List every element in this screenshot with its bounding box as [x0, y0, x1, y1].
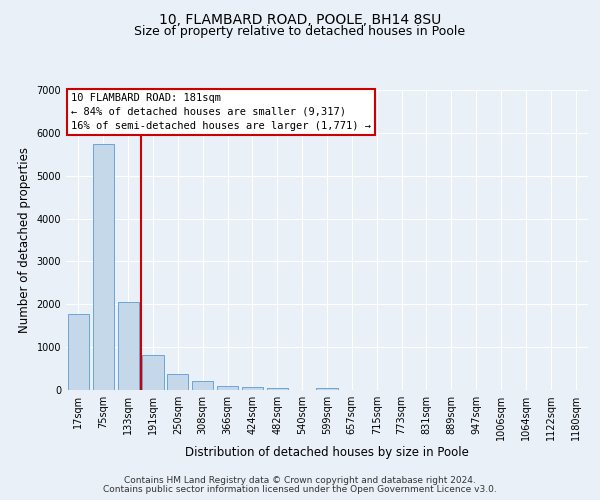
- Bar: [142, 355, 164, 390]
- Bar: [68, 314, 89, 390]
- Text: Contains HM Land Registry data © Crown copyright and database right 2024.: Contains HM Land Registry data © Crown c…: [124, 476, 476, 485]
- Bar: [267, 388, 288, 390]
- Y-axis label: Number of detached properties: Number of detached properties: [18, 147, 31, 333]
- Bar: [217, 386, 238, 390]
- Bar: [93, 144, 114, 390]
- Text: Size of property relative to detached houses in Poole: Size of property relative to detached ho…: [134, 25, 466, 38]
- Bar: [118, 302, 139, 390]
- Bar: [167, 374, 188, 390]
- Bar: [242, 387, 263, 390]
- Text: 10 FLAMBARD ROAD: 181sqm
← 84% of detached houses are smaller (9,317)
16% of sem: 10 FLAMBARD ROAD: 181sqm ← 84% of detach…: [71, 93, 371, 131]
- Text: 10, FLAMBARD ROAD, POOLE, BH14 8SU: 10, FLAMBARD ROAD, POOLE, BH14 8SU: [159, 12, 441, 26]
- X-axis label: Distribution of detached houses by size in Poole: Distribution of detached houses by size …: [185, 446, 469, 459]
- Bar: [192, 380, 213, 390]
- Text: Contains public sector information licensed under the Open Government Licence v3: Contains public sector information licen…: [103, 485, 497, 494]
- Bar: [316, 388, 338, 390]
